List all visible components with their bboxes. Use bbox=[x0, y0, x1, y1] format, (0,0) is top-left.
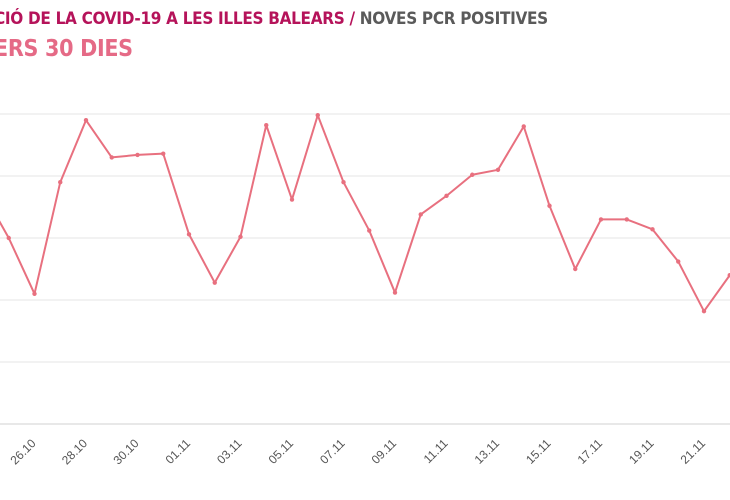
data-point bbox=[598, 217, 604, 222]
data-point bbox=[470, 172, 475, 177]
data-point bbox=[6, 235, 11, 241]
x-tick-label: 13.11 bbox=[472, 436, 503, 467]
x-tick-label: 19.11 bbox=[626, 436, 657, 467]
data-point bbox=[135, 152, 140, 158]
x-tick-label: 30.10 bbox=[110, 436, 141, 467]
x-tick-label: 01.11 bbox=[163, 436, 194, 467]
x-tick-label: 17.11 bbox=[575, 436, 606, 467]
chart-subtitle: ERS 30 DIES bbox=[0, 36, 133, 62]
x-tick-label: 07.11 bbox=[317, 436, 348, 467]
data-point bbox=[58, 180, 63, 185]
data-point bbox=[83, 118, 89, 123]
data-point bbox=[212, 280, 217, 285]
data-point bbox=[727, 273, 730, 278]
data-point bbox=[701, 308, 707, 314]
data-point bbox=[650, 227, 655, 232]
title-separator: / bbox=[344, 9, 360, 29]
data-point bbox=[289, 197, 295, 202]
data-point bbox=[315, 113, 320, 118]
data-point bbox=[521, 124, 526, 129]
data-point bbox=[495, 167, 501, 172]
data-point bbox=[32, 291, 37, 296]
data-point bbox=[392, 290, 398, 295]
x-tick-label: 15.11 bbox=[523, 436, 554, 467]
data-point bbox=[341, 180, 346, 185]
x-tick-label: 11.11 bbox=[421, 436, 451, 466]
title-main: CIÓ DE LA COVID-19 A LES ILLES BALEARS bbox=[0, 9, 345, 29]
data-point bbox=[573, 266, 578, 272]
x-tick-label: 21.11 bbox=[678, 436, 709, 467]
x-tick-label: 03.11 bbox=[214, 436, 245, 467]
data-point bbox=[367, 228, 372, 233]
data-point bbox=[238, 234, 243, 239]
data-point bbox=[624, 217, 629, 222]
chart-title: CIÓ DE LA COVID-19 A LES ILLES BALEARS /… bbox=[0, 9, 548, 29]
data-point bbox=[676, 259, 681, 264]
x-tick-label: 28.10 bbox=[59, 436, 90, 467]
x-tick-label: 26.10 bbox=[7, 436, 38, 467]
data-point bbox=[109, 155, 114, 160]
data-point bbox=[264, 122, 269, 128]
title-sub: NOVES PCR POSITIVES bbox=[359, 9, 548, 29]
data-point bbox=[186, 232, 192, 237]
x-tick-label: 05.11 bbox=[266, 436, 297, 467]
data-point bbox=[444, 193, 449, 199]
series-line bbox=[0, 114, 730, 313]
data-point bbox=[418, 212, 423, 217]
data-point bbox=[547, 203, 552, 208]
data-point bbox=[161, 151, 166, 156]
x-tick-label: 09.11 bbox=[369, 436, 400, 467]
